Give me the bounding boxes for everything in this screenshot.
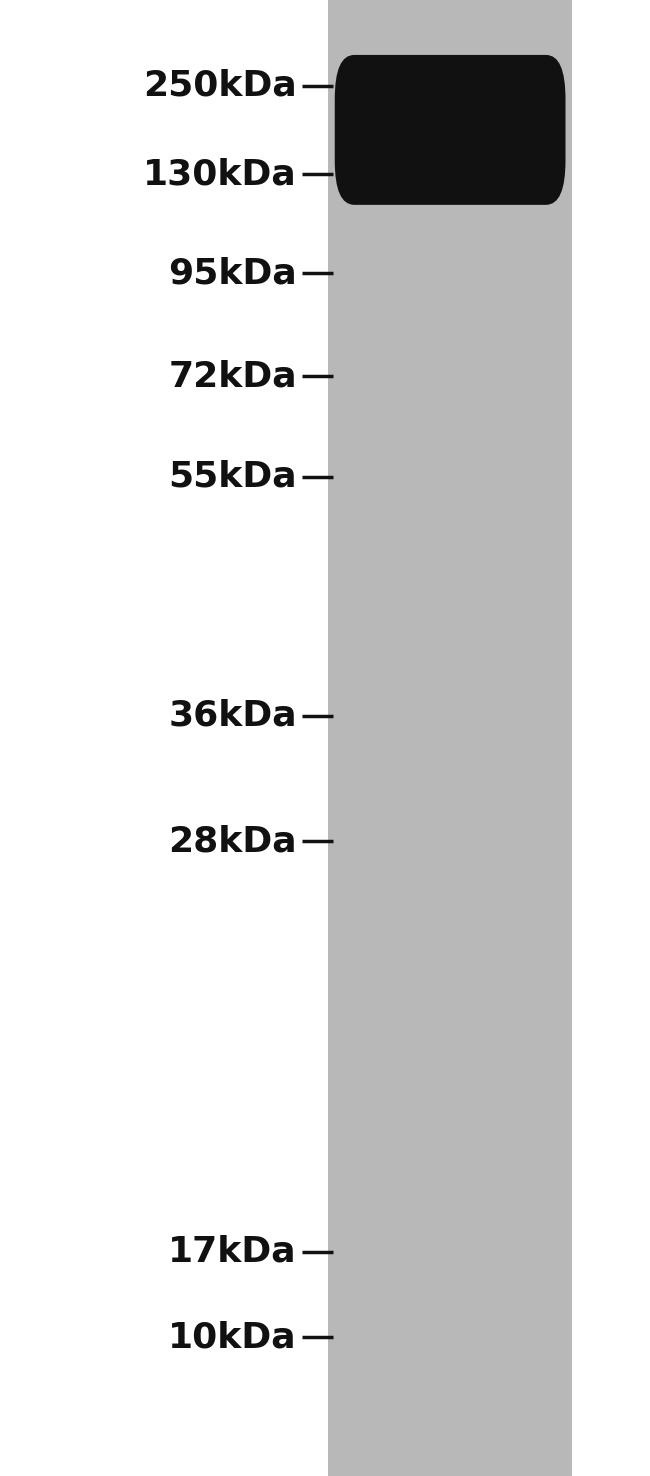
Text: 72kDa: 72kDa	[168, 359, 297, 394]
Text: 17kDa: 17kDa	[168, 1234, 297, 1269]
Bar	[328, 0, 572, 1476]
Text: 10kDa: 10kDa	[168, 1320, 297, 1355]
FancyBboxPatch shape	[335, 55, 566, 205]
Text: 130kDa: 130kDa	[143, 156, 297, 192]
Text: 55kDa: 55kDa	[168, 459, 297, 494]
Text: 95kDa: 95kDa	[168, 255, 297, 291]
Text: 36kDa: 36kDa	[168, 698, 297, 734]
Text: 28kDa: 28kDa	[168, 824, 297, 859]
Text: 250kDa: 250kDa	[143, 68, 297, 103]
